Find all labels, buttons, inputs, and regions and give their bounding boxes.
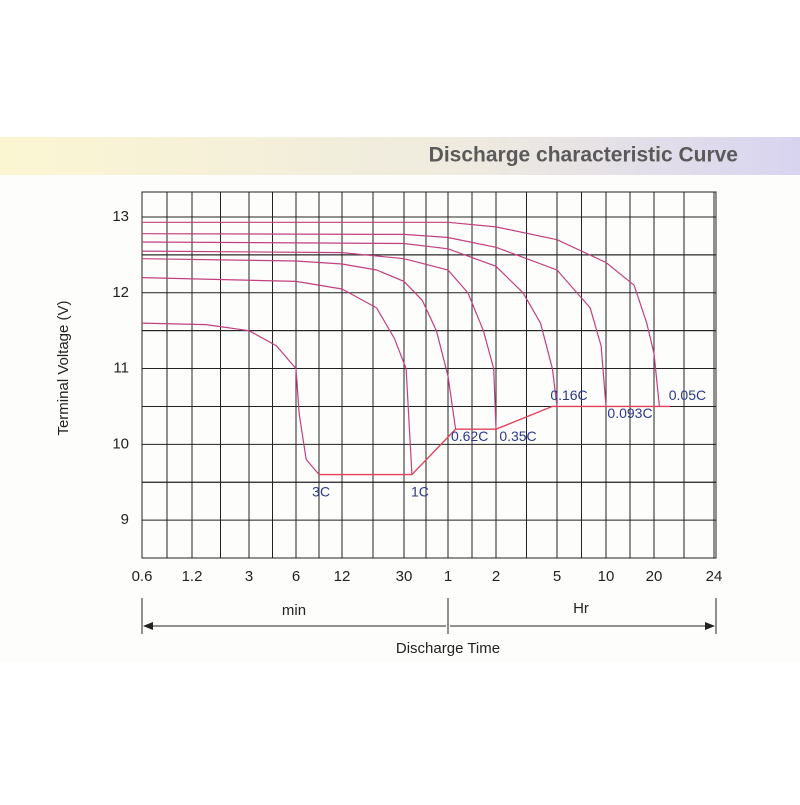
header-band (0, 137, 800, 175)
y-tick-label: 13 (112, 208, 129, 225)
x-tick-label: 24 (706, 568, 723, 585)
x-tick-label: 1 (444, 568, 452, 585)
x-tick-label: 12 (334, 568, 351, 585)
y-tick-label: 10 (112, 435, 129, 452)
x-tick-label: 10 (598, 568, 615, 585)
cutoff-line (319, 405, 671, 476)
x-tick-label: 20 (646, 568, 663, 585)
curve-label: 3C (312, 483, 330, 499)
y-tick-label: 12 (112, 284, 129, 301)
unit-label: min (282, 602, 306, 619)
unit-label: Hr (573, 600, 589, 617)
curve-label: 0.05C (669, 387, 706, 403)
x-tick-label: 5 (553, 568, 561, 585)
curve-label: 0.62C (451, 428, 488, 444)
discharge-curve (141, 277, 413, 475)
time-span-arrows (141, 598, 717, 634)
x-tick-label: 30 (396, 568, 413, 585)
discharge-curve (141, 322, 320, 475)
curve-label: 0.093C (607, 405, 652, 421)
x-tick-label: 0.6 (132, 568, 153, 585)
chart-title: Discharge characteristic Curve (429, 144, 738, 167)
x-tick-label: 3 (245, 568, 253, 585)
x-tick-label: 6 (292, 568, 300, 585)
discharge-curve (142, 221, 660, 407)
curve-label: 1C (411, 483, 429, 499)
y-axis-label: Terminal Voltage (V) (55, 300, 72, 435)
discharge-curve (141, 250, 497, 430)
panel (0, 175, 800, 662)
discharge-curve (141, 233, 607, 407)
curve-label: 0.35C (499, 428, 536, 444)
x-axis-label: Discharge Time (396, 640, 500, 657)
discharge-curve (141, 258, 457, 430)
discharge-curve (141, 241, 558, 407)
y-tick-label: 11 (113, 360, 129, 377)
y-tick-label: 9 (121, 511, 129, 528)
x-tick-label: 1.2 (182, 568, 203, 585)
curve-label: 0.16C (550, 387, 587, 403)
x-tick-label: 2 (492, 568, 500, 585)
